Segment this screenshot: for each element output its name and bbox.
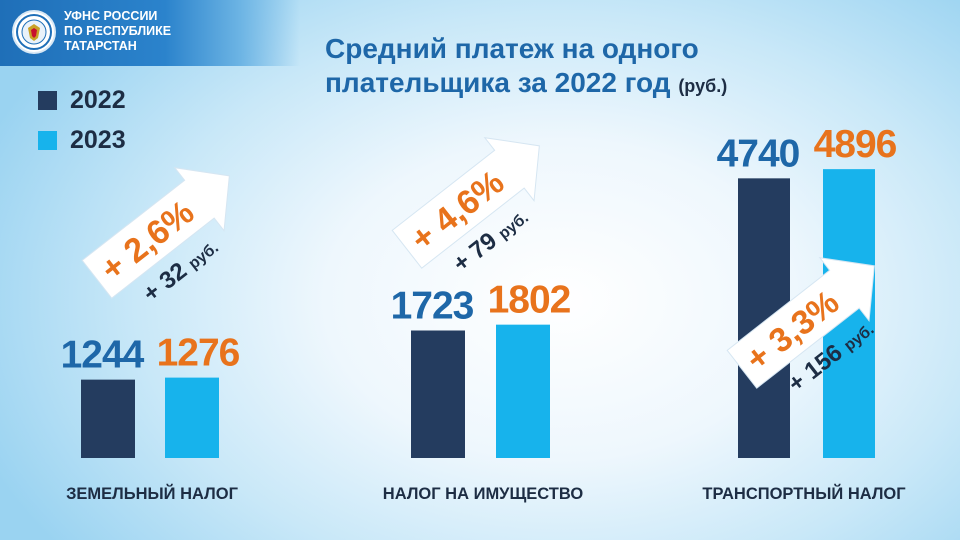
value-label-2022-1: 1723 [391,284,474,327]
amount-unit-1: руб. [496,209,532,243]
org-line-1: УФНС РОССИИ [64,9,158,23]
growth-arrow-1 [391,137,540,269]
value-label-2023-2: 4896 [814,123,897,166]
legend-swatch-2022 [38,91,57,110]
organization-name: УФНС РОССИИ ПО РЕСПУБЛИКЕ ТАТАРСТАН [64,9,214,54]
value-label-2023-1: 1802 [488,279,571,322]
bar-2022-1 [411,330,465,458]
bar-2023-0 [165,377,219,458]
value-label-2022-0: 1244 [61,334,145,377]
bar-2023-1 [496,324,550,458]
legend-label-2023: 2023 [70,126,126,154]
bar-2022-0 [81,379,135,458]
title-unit: (руб.) [678,76,728,96]
chart-title: Средний платеж на одного плательщика за … [325,32,925,103]
growth-arrow-2 [726,257,875,389]
org-line-3: ТАТАРСТАН [64,39,137,53]
legend-label-2022: 2022 [70,86,126,114]
category-label-1: НАЛОГ НА ИМУЩЕСТВО [383,485,584,503]
growth-annotation-0: + 2,6%+ 32 руб. [81,167,230,308]
amount-unit-0: руб. [186,239,222,273]
title-line-1: Средний платеж на одного [325,33,699,64]
org-line-2: ПО РЕСПУБЛИКЕ [64,24,172,38]
category-label-0: ЗЕМЕЛЬНЫЙ НАЛОГ [66,484,238,503]
title-line-2-text: плательщика за 2022 год [325,67,671,98]
title-line-2: плательщика за 2022 год (руб.) [325,66,925,103]
legend-swatch-2023 [38,131,57,150]
value-label-2023-0: 1276 [157,332,240,375]
growth-arrow-0 [81,167,230,299]
value-label-2022-2: 4740 [717,132,800,175]
category-label-2: ТРАНСПОРТНЫЙ НАЛОГ [702,484,906,503]
fns-emblem-icon [12,10,56,54]
growth-annotation-1: + 4,6%+ 79 руб. [391,137,540,278]
